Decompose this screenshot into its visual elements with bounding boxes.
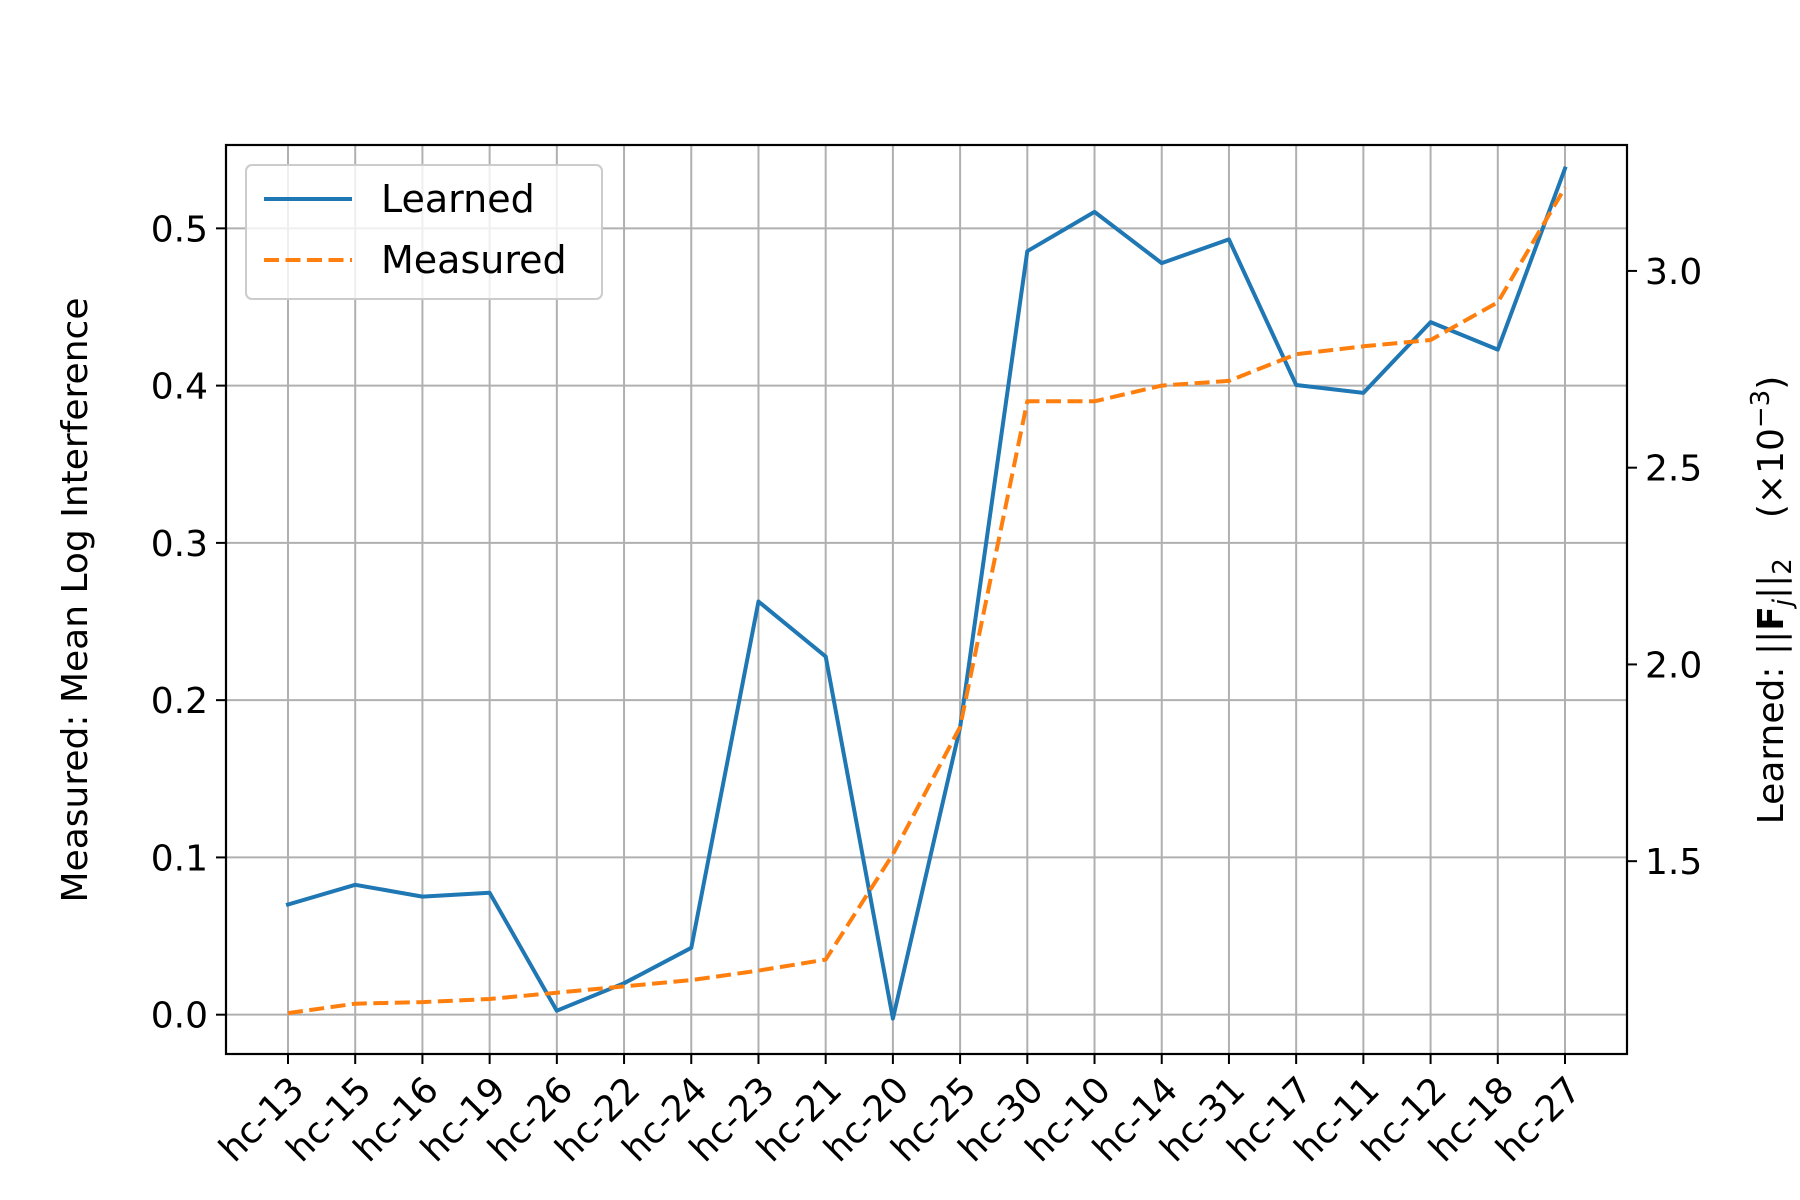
y2-tick-label: 1.5 xyxy=(1645,842,1702,883)
y-tick-label: 0.3 xyxy=(151,524,208,565)
y2-tick-label: 2.0 xyxy=(1645,645,1702,686)
y-tick-label: 0.5 xyxy=(151,209,208,250)
axis-ticks: hc-13hc-15hc-16hc-19hc-26hc-22hc-24hc-23… xyxy=(151,209,1703,1170)
y2-tick-label: 3.0 xyxy=(1645,252,1702,293)
y-axis-label: Measured: Mean Log Interference xyxy=(55,298,96,903)
grid-lines xyxy=(226,145,1627,1054)
series-line-measured xyxy=(287,186,1567,1016)
plot-frame xyxy=(224,143,1629,1056)
y-tick-label: 0.4 xyxy=(151,367,208,408)
y2-norm-subscript-2: 2 xyxy=(1768,558,1798,575)
y2-norm-bold-f: F xyxy=(1751,606,1792,631)
y2-axis-label-unit: (×10 xyxy=(1751,428,1792,518)
y-tick-label: 0.0 xyxy=(151,996,208,1037)
y2-axis-label: Learned: ||Fj||2(×10−3) xyxy=(1746,376,1798,825)
y2-norm-subscript-j: j xyxy=(1768,598,1798,609)
y2-norm-symbol-close: || xyxy=(1751,575,1792,599)
y2-tick-label: 2.5 xyxy=(1645,449,1702,490)
y2-axis-label-prefix: Learned: xyxy=(1751,655,1792,824)
legend-label-measured: Measured xyxy=(381,238,567,282)
series-line-learned xyxy=(285,166,1568,1021)
y2-norm-symbol: || xyxy=(1751,631,1792,655)
y-tick-label: 0.1 xyxy=(151,838,208,879)
y2-axis-label-close: ) xyxy=(1751,376,1792,390)
y2-axis-label-exponent: −3 xyxy=(1746,390,1776,428)
series-layer xyxy=(285,166,1568,1021)
y-tick-label: 0.2 xyxy=(151,681,208,722)
legend: Learned Measured xyxy=(245,164,603,300)
legend-label-learned: Learned xyxy=(381,177,535,221)
